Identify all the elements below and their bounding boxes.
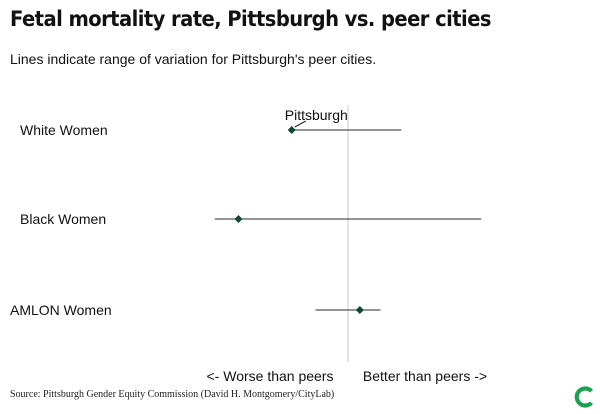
row-label-amlon-women: AMLON Women: [10, 302, 112, 318]
worse-than-peers-annotation: <- Worse than peers: [207, 368, 334, 384]
pittsburgh-point-black-women: [234, 215, 243, 223]
row-label-white-women: White Women: [20, 122, 108, 138]
chart-subtitle: Lines indicate range of variation for Pi…: [10, 51, 377, 67]
better-than-peers-annotation: Better than peers ->: [363, 368, 487, 384]
row-label-black-women: Black Women: [20, 211, 106, 227]
citylab-logo-icon: [574, 386, 594, 408]
pittsburgh-point-label: Pittsburgh: [285, 107, 348, 123]
source-note: Source: Pittsburgh Gender Equity Commiss…: [10, 389, 335, 400]
pittsburgh-label-leader: [294, 120, 306, 128]
pittsburgh-point-amlon-women: [355, 306, 364, 314]
chart-title: Fetal mortality rate, Pittsburgh vs. pee…: [10, 7, 492, 31]
pittsburgh-point-white-women: [287, 126, 296, 134]
